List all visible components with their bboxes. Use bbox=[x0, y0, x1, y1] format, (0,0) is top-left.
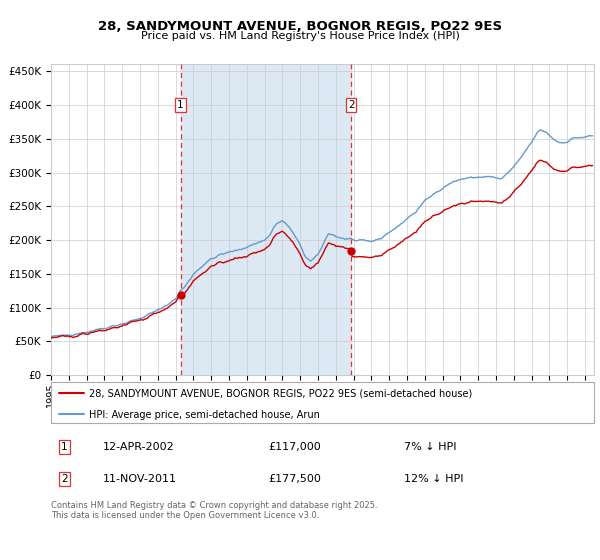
Text: £117,000: £117,000 bbox=[268, 442, 321, 452]
Text: 7% ↓ HPI: 7% ↓ HPI bbox=[404, 442, 457, 452]
Text: £177,500: £177,500 bbox=[268, 474, 321, 484]
Text: Price paid vs. HM Land Registry's House Price Index (HPI): Price paid vs. HM Land Registry's House … bbox=[140, 31, 460, 41]
Text: 28, SANDYMOUNT AVENUE, BOGNOR REGIS, PO22 9ES: 28, SANDYMOUNT AVENUE, BOGNOR REGIS, PO2… bbox=[98, 20, 502, 32]
Bar bbox=[181, 64, 351, 375]
Text: 12-APR-2002: 12-APR-2002 bbox=[103, 442, 175, 452]
Text: HPI: Average price, semi-detached house, Arun: HPI: Average price, semi-detached house,… bbox=[89, 410, 320, 420]
Text: 11-NOV-2011: 11-NOV-2011 bbox=[103, 474, 176, 484]
Text: 1: 1 bbox=[177, 100, 184, 110]
Text: 2: 2 bbox=[348, 100, 355, 110]
Text: 1: 1 bbox=[61, 442, 68, 452]
FancyBboxPatch shape bbox=[51, 382, 594, 423]
Text: 28, SANDYMOUNT AVENUE, BOGNOR REGIS, PO22 9ES (semi-detached house): 28, SANDYMOUNT AVENUE, BOGNOR REGIS, PO2… bbox=[89, 389, 472, 398]
Text: 2: 2 bbox=[61, 474, 68, 484]
Text: 12% ↓ HPI: 12% ↓ HPI bbox=[404, 474, 463, 484]
Text: Contains HM Land Registry data © Crown copyright and database right 2025.
This d: Contains HM Land Registry data © Crown c… bbox=[51, 501, 377, 520]
